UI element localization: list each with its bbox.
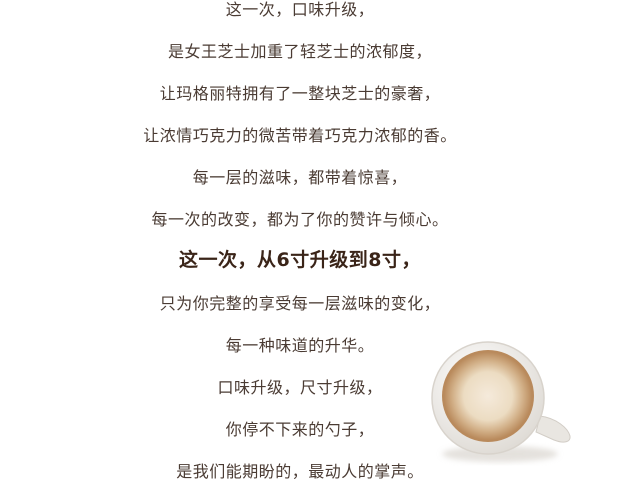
poem-line-6: 每一次的改变，都为了你的赞许与倾心。 <box>151 210 449 229</box>
poem-line-3: 让玛格丽特拥有了一整块芝士的豪奢， <box>159 84 441 103</box>
coffee-cup-icon <box>431 341 571 462</box>
poem-line-5: 每一层的滋味，都带着惊喜， <box>192 168 408 187</box>
poem-line-10: 口味升级，尺寸升级， <box>217 378 383 397</box>
milk-foam <box>444 352 532 440</box>
poem-line-8: 只为你完整的享受每一层滋味的变化， <box>159 294 441 313</box>
poem-line-4: 让浓情巧克力的微苦带着巧克力浓郁的香。 <box>143 126 457 145</box>
poem-line-7-highlight: 这一次，从6寸升级到8寸， <box>179 249 421 271</box>
poem-line-12: 是我们能期盼的，最动人的掌声。 <box>176 462 424 481</box>
poem-line-11: 你停不下来的勺子， <box>225 420 375 439</box>
cup-handle <box>535 415 571 443</box>
poem-line-2: 是女王芝士加重了轻芝士的浓郁度， <box>167 42 432 61</box>
poem-line-9: 每一种味道的升华。 <box>225 336 375 355</box>
poem-line-1: 这一次，口味升级， <box>225 0 375 19</box>
